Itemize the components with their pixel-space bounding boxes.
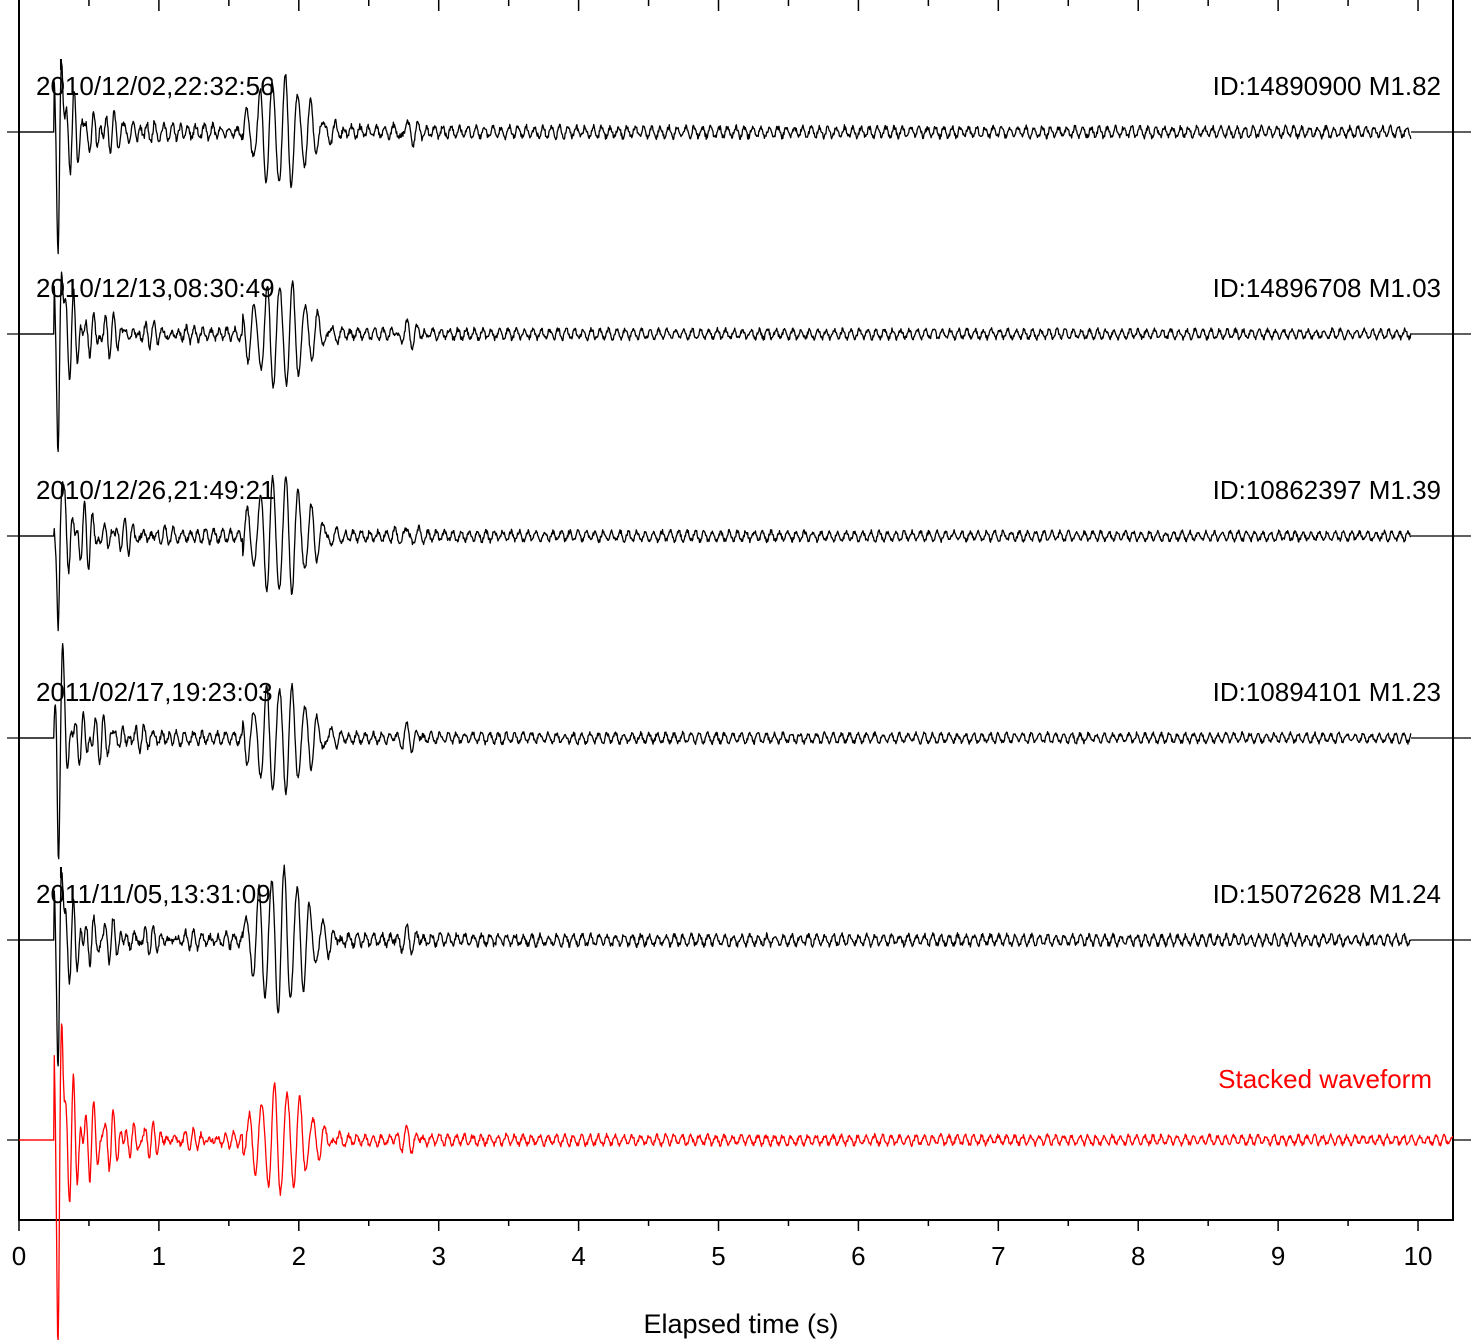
plot-frame [18, 0, 1454, 1221]
waveform-trace [18, 864, 1412, 1067]
trace-event-label: ID:14896708 M1.03 [1213, 273, 1441, 303]
x-tick-label: 8 [1131, 1241, 1145, 1271]
stacked-waveform-label: Stacked waveform [1218, 1064, 1432, 1094]
x-axis: 0 1 2 3 4 5 6 7 8 9 10 Elapsed time (s) [12, 0, 1433, 1339]
waveform-trace [18, 62, 1412, 255]
x-tick-label: 10 [1404, 1241, 1433, 1271]
x-tick-label: 1 [152, 1241, 166, 1271]
trace-labels: 2010/12/02,22:32:56 ID:14890900 M1.82 2010… [36, 71, 1441, 1094]
waveform-trace [18, 271, 1412, 453]
trace-event-label: ID:10894101 M1.23 [1213, 677, 1441, 707]
trace-date-label: 2010/12/02,22:32:56 [36, 71, 275, 101]
x-tick-label: 5 [711, 1241, 725, 1271]
waveform-trace [18, 474, 1412, 632]
x-tick-label: 0 [12, 1241, 26, 1271]
x-tick-label: 7 [991, 1241, 1005, 1271]
stacked-waveform-trace [18, 1023, 1454, 1340]
trace-date-label: 2010/12/13,08:30:49 [36, 273, 275, 303]
trace-event-label: ID:14890900 M1.82 [1213, 71, 1441, 101]
trace-event-label: ID:15072628 M1.24 [1213, 879, 1441, 909]
x-tick-label: 9 [1271, 1241, 1285, 1271]
x-tick-label: 6 [851, 1241, 865, 1271]
trace-date-label: 2010/12/26,21:49:21 [36, 475, 275, 505]
x-axis-label: Elapsed time (s) [643, 1309, 838, 1339]
plot-border [18, 0, 1454, 1221]
waveform-traces [7, 59, 1471, 1340]
x-tick-label: 3 [431, 1241, 445, 1271]
trace-date-label: 2011/02/17,19:23:03 [36, 677, 273, 707]
x-tick-label: 4 [571, 1241, 585, 1271]
x-tick-label: 2 [292, 1241, 306, 1271]
trace-date-label: 2011/11/05,13:31:09 [36, 879, 271, 909]
trace-event-label: ID:10862397 M1.39 [1213, 475, 1441, 505]
waveform-trace [18, 642, 1412, 860]
